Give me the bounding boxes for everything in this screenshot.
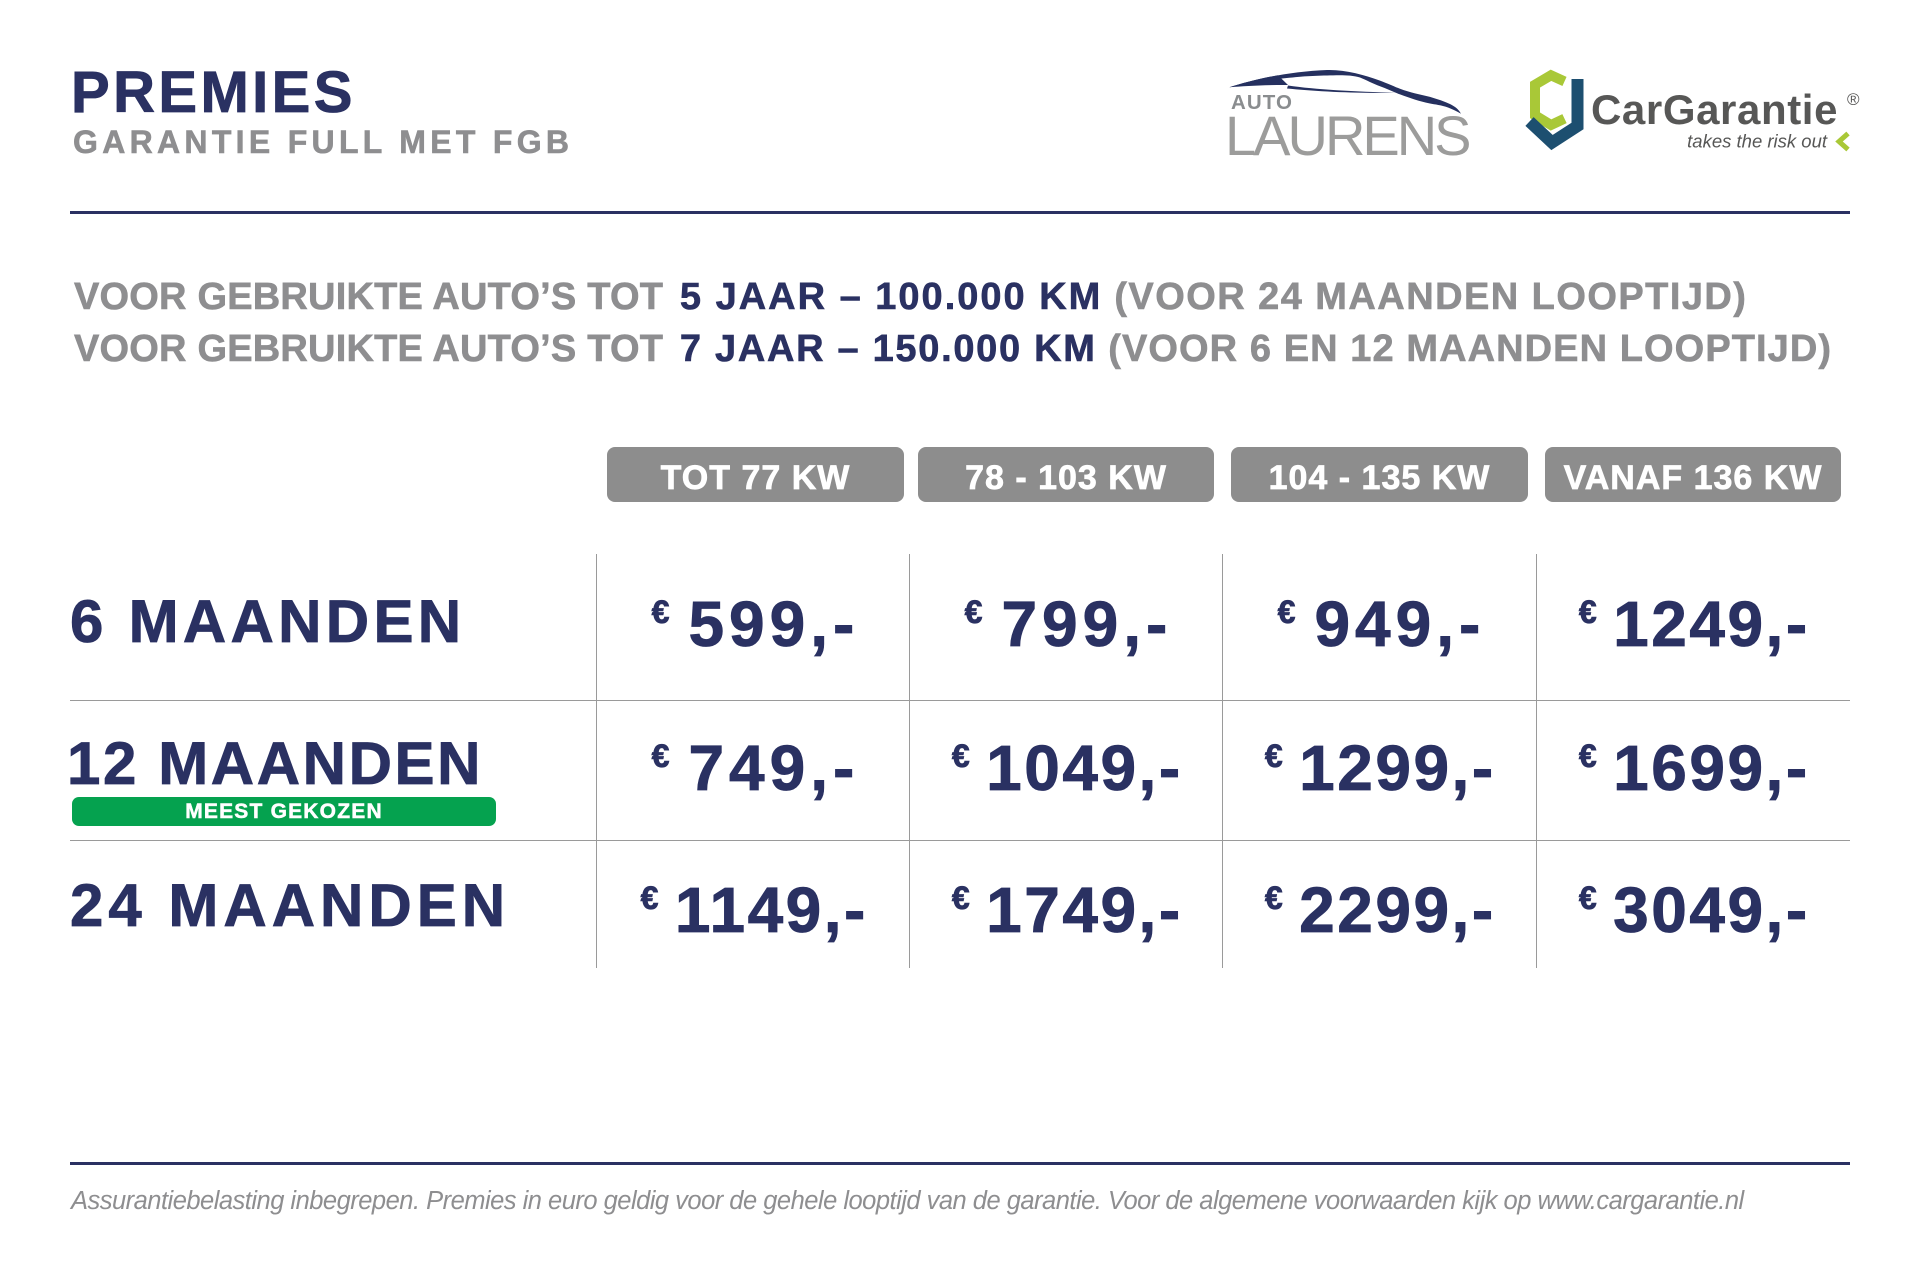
svg-text:LAURENS: LAURENS	[1225, 104, 1469, 165]
svg-text:®: ®	[1847, 90, 1860, 109]
svg-text:CarGarantie: CarGarantie	[1591, 86, 1838, 133]
svg-text:takes the risk out: takes the risk out	[1687, 131, 1828, 152]
svg-text:AUTO: AUTO	[1231, 91, 1293, 114]
